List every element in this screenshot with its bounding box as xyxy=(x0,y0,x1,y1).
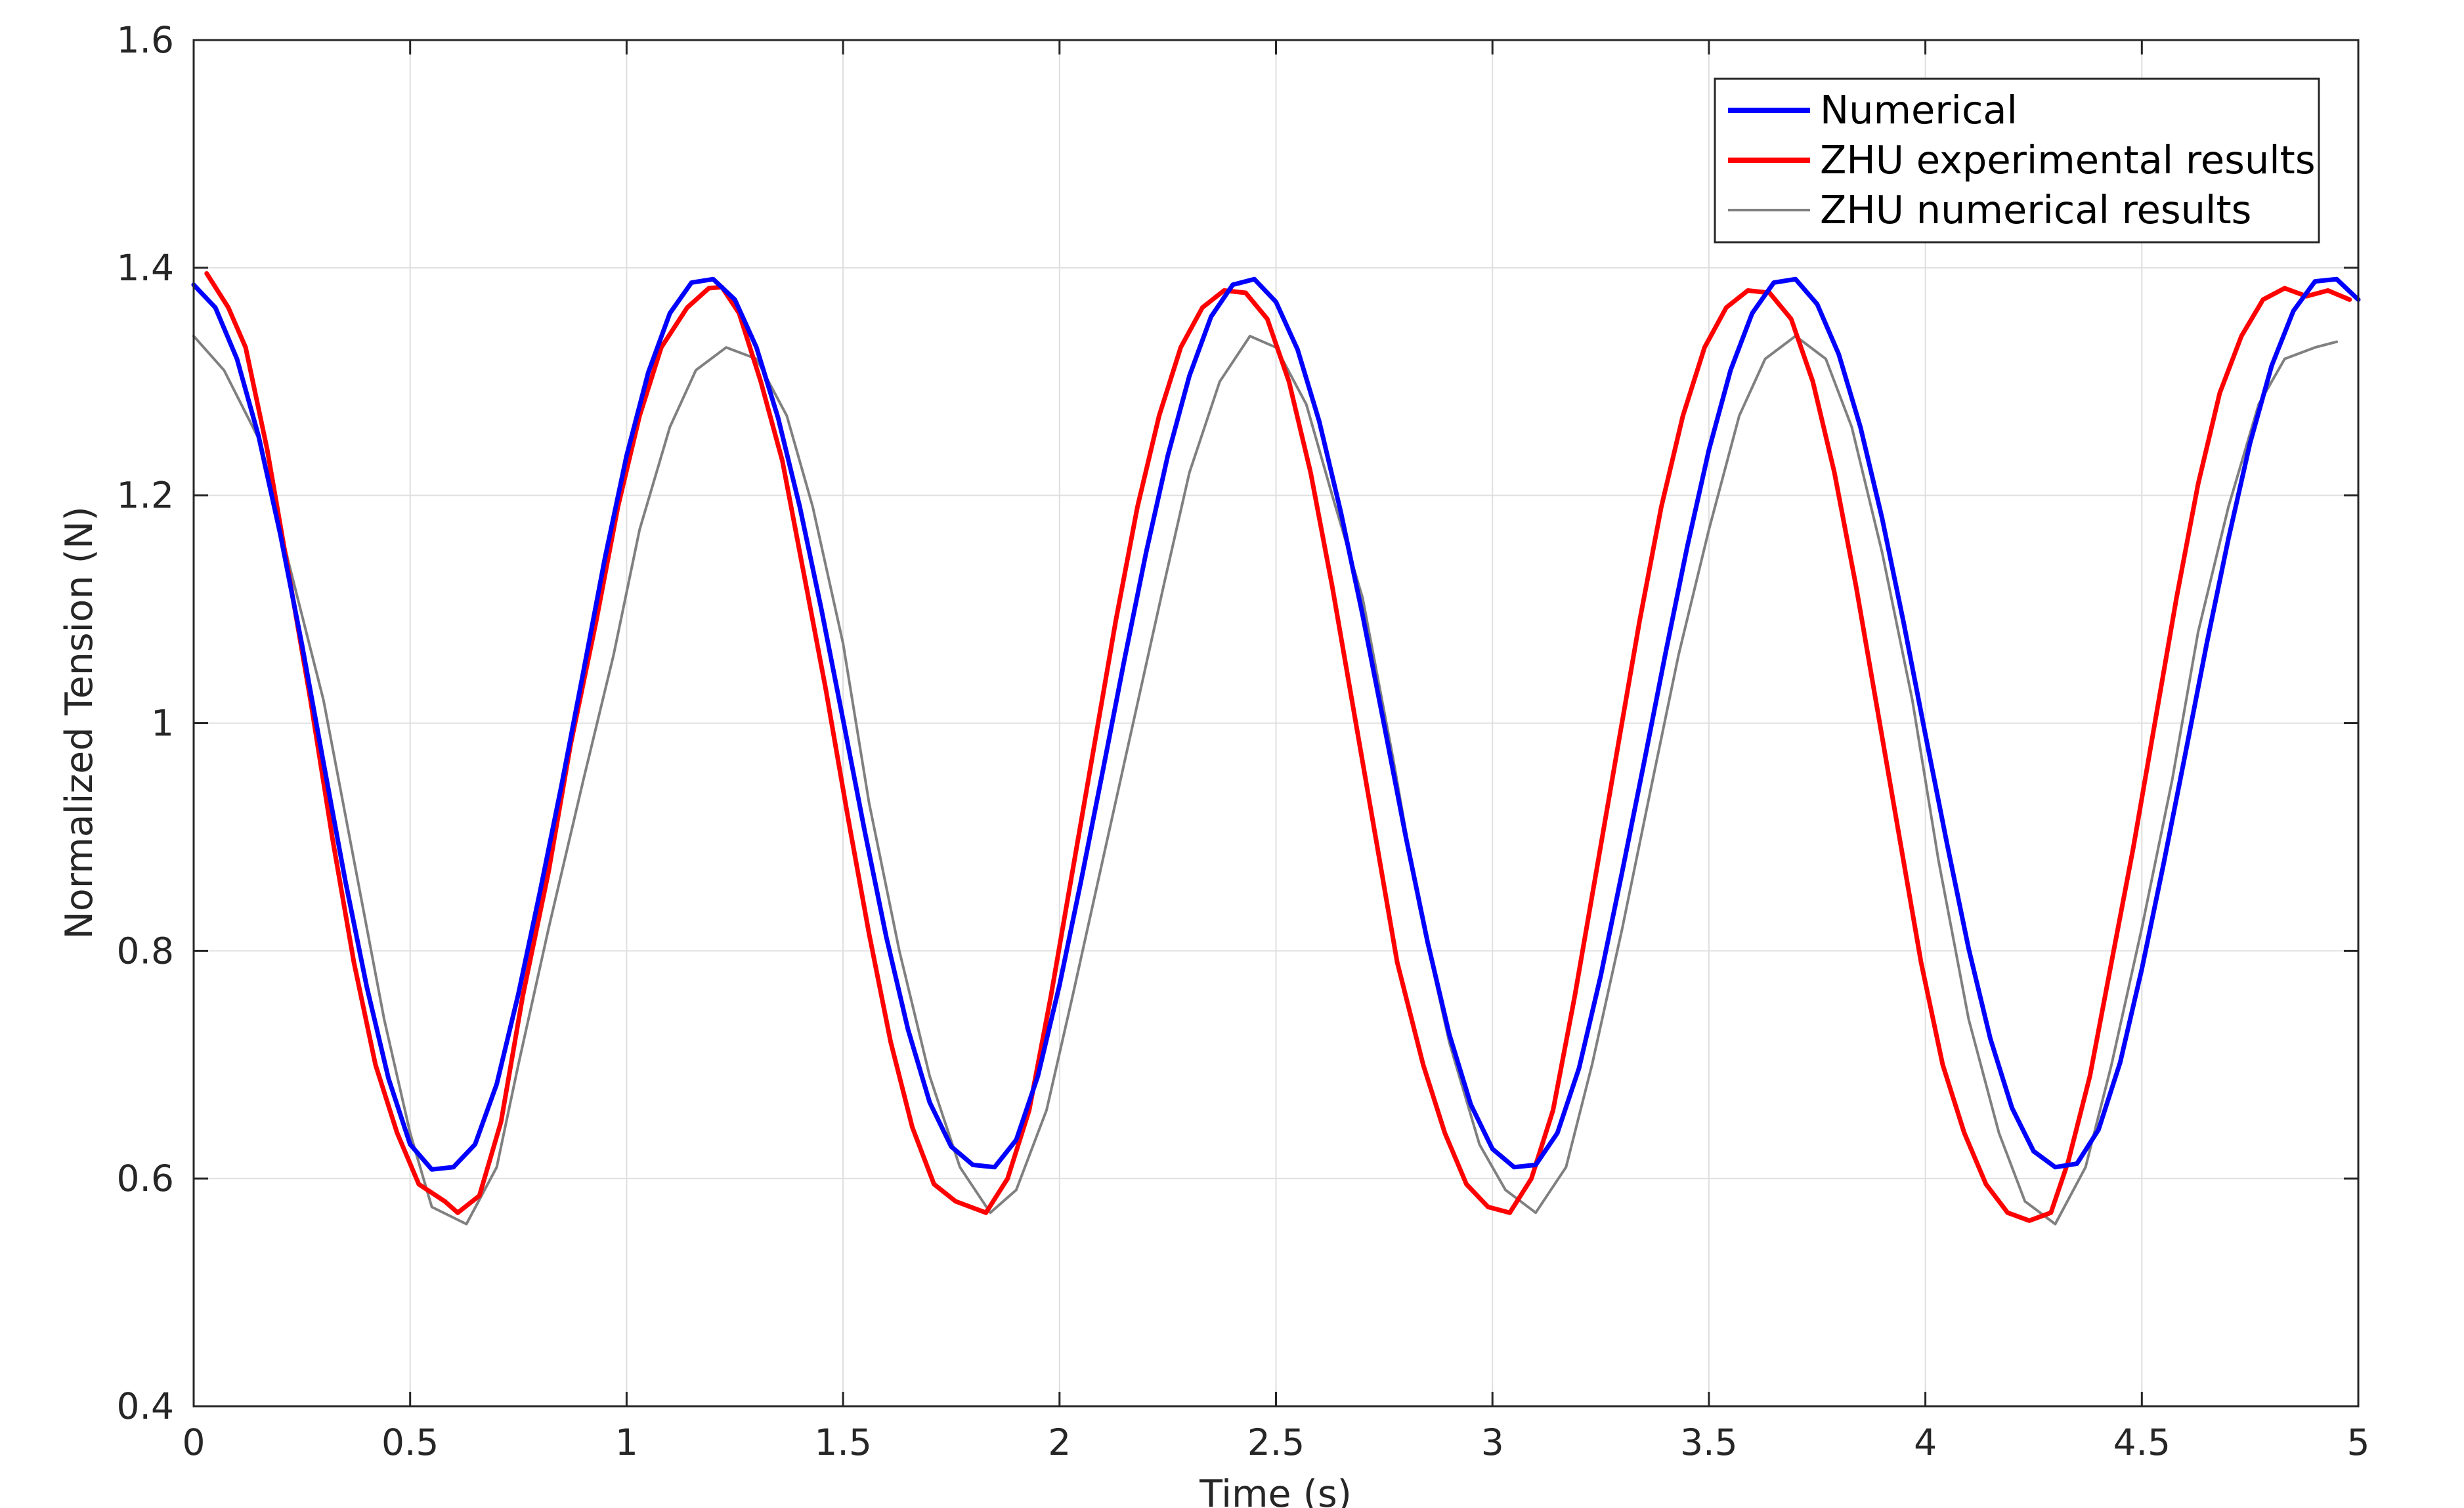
y-tick-label: 1.4 xyxy=(117,247,174,289)
legend-box xyxy=(1714,77,2320,244)
legend-label-numerical: Numerical xyxy=(1820,87,2018,133)
x-axis-label: Time (s) xyxy=(1199,1473,1352,1508)
y-tick-label: 0.8 xyxy=(117,930,174,972)
x-tick-label: 4 xyxy=(1914,1421,1937,1463)
x-tick-label: 3.5 xyxy=(1680,1421,1737,1463)
x-tick-label: 0 xyxy=(183,1421,205,1463)
y-tick-label: 0.6 xyxy=(117,1157,174,1199)
series-line-numerical xyxy=(191,276,2361,1172)
series-layer xyxy=(191,271,2361,1226)
x-tick-label: 2.5 xyxy=(1247,1421,1305,1463)
y-tick-label: 1 xyxy=(151,702,174,744)
series-line-zhu-experimental xyxy=(204,271,2352,1223)
x-tick-label: 5 xyxy=(2347,1421,2370,1463)
legend: Numerical ZHU experimental results ZHU n… xyxy=(1714,77,2320,244)
x-tick-label: 1 xyxy=(615,1421,638,1463)
ticks: 0 0.5 1 1.5 2 2.5 3 3.5 4 4.5 5 0.4 0.6 0.8 1 1.2 1.4 1.6 xyxy=(117,19,2370,1463)
legend-label-zhu-numerical: ZHU numerical results xyxy=(1820,187,2251,232)
x-tick-label: 3 xyxy=(1481,1421,1504,1463)
y-tick-label: 1.6 xyxy=(117,19,174,61)
x-tick-label: 2 xyxy=(1048,1421,1071,1463)
legend-label-zhu-experimental: ZHU experimental results xyxy=(1820,137,2316,183)
x-tick-label: 1.5 xyxy=(814,1421,871,1463)
y-axis-label: Normalized Tension (N) xyxy=(58,506,101,939)
y-tick-label: 1.2 xyxy=(117,475,174,517)
y-tick-label: 0.4 xyxy=(117,1385,174,1427)
x-tick-label: 4.5 xyxy=(2113,1421,2171,1463)
x-tick-label: 0.5 xyxy=(381,1421,439,1463)
